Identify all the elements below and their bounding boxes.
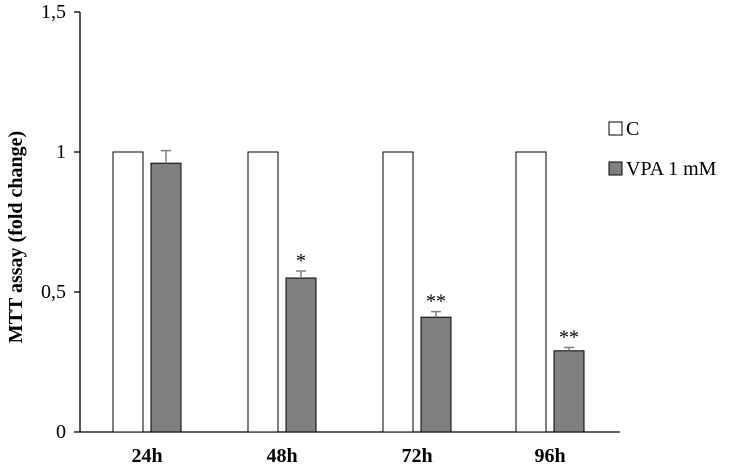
y-tick-label: 0,5 — [41, 281, 66, 303]
bar-vpa-1-mm-48h — [285, 277, 317, 433]
y-axis-label: MTT assay (fold change) — [5, 131, 27, 343]
significance-marker: ** — [559, 326, 579, 348]
bar-c-48h — [247, 151, 279, 433]
significance-marker: ** — [426, 291, 446, 313]
legend-label: VPA 1 mM — [626, 158, 717, 180]
bar-c-72h — [382, 151, 414, 433]
legend: C VPA 1 mM — [608, 118, 717, 180]
x-tick-label: 72h — [401, 445, 432, 467]
bar-c-24h — [112, 151, 144, 433]
legend-swatch — [608, 121, 623, 136]
y-tick-label: 1 — [56, 141, 66, 163]
bars — [112, 151, 585, 433]
legend-swatch — [608, 161, 623, 176]
x-tick-label: 24h — [131, 445, 162, 467]
significance-markers: ***** — [296, 250, 579, 348]
significance-marker: * — [296, 250, 306, 272]
y-tick-label: 0 — [56, 421, 66, 443]
bar-vpa-1-mm-24h — [150, 162, 182, 433]
x-tick-label: 48h — [266, 445, 297, 467]
x-tick-labels: 24h 48h 72h 96h — [131, 445, 565, 467]
bar-vpa-1-mm-96h — [553, 350, 585, 433]
y-ticks: 0 0,5 1 1,5 — [41, 1, 80, 443]
error-bars — [161, 149, 574, 351]
legend-label: C — [626, 118, 639, 140]
x-tick-label: 96h — [534, 445, 565, 467]
bar-c-96h — [515, 151, 547, 433]
y-tick-label: 1,5 — [41, 1, 66, 23]
bar-vpa-1-mm-72h — [420, 316, 452, 433]
